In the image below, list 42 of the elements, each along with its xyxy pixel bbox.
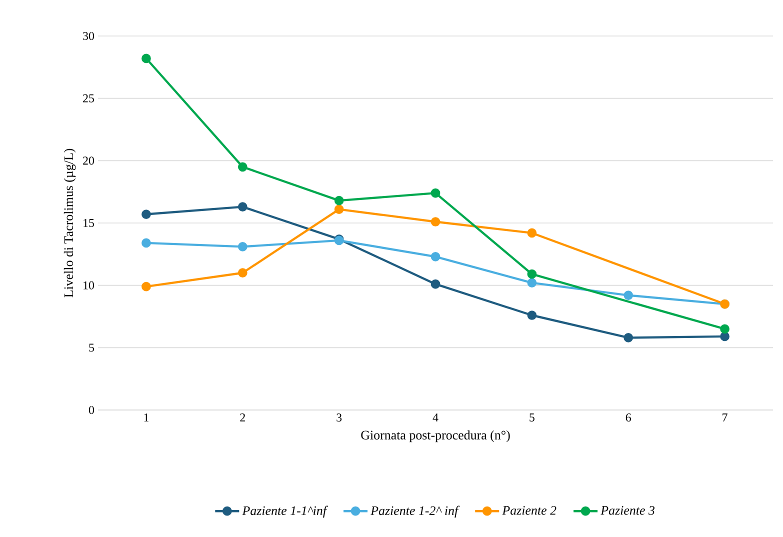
- point: [624, 333, 634, 342]
- point: [527, 228, 537, 238]
- legend-label: Paziente 1-2^ inf: [370, 506, 460, 518]
- legend-label: Paziente 3: [600, 506, 654, 515]
- point: [238, 202, 248, 212]
- point: [238, 162, 248, 172]
- point: [142, 54, 151, 64]
- y-tick-label: 10: [84, 281, 94, 290]
- point: [238, 242, 248, 252]
- y-axis-title: Livello di Tacrolimus (µg/L): [64, 148, 76, 298]
- point: [527, 310, 537, 320]
- y-tick-label: 5: [89, 344, 94, 352]
- x-tick-label: 2: [240, 414, 245, 422]
- y-tick-label: 0: [88, 406, 94, 414]
- x-tick-label: 6: [626, 414, 631, 422]
- point: [142, 210, 151, 219]
- x-tick-label: 5: [530, 414, 534, 422]
- point: [430, 252, 440, 262]
- point: [430, 217, 440, 226]
- point: [334, 196, 344, 206]
- x-tick-label: 4: [432, 414, 438, 422]
- x-tick-label: 3: [336, 414, 342, 422]
- y-tick-label: 15: [84, 218, 94, 227]
- point: [720, 332, 730, 342]
- y-tick-label: 30: [83, 32, 94, 40]
- point: [430, 279, 440, 289]
- point: [430, 188, 440, 198]
- point: [238, 268, 248, 278]
- point: [142, 282, 151, 292]
- x-tick-label: 1: [144, 414, 148, 422]
- legend-label: Paziente 2: [502, 506, 556, 515]
- x-axis-title: Giornata post-procedura (n°): [361, 430, 510, 442]
- y-tick-label: 25: [83, 94, 94, 102]
- legend-label: Paziente 1-1^inf: [242, 506, 328, 518]
- y-tick-label: 20: [83, 156, 94, 165]
- point: [142, 238, 151, 248]
- point: [624, 290, 634, 300]
- point: [334, 204, 344, 214]
- point: [720, 324, 730, 334]
- x-tick-label: 7: [722, 414, 728, 422]
- point: [527, 278, 537, 288]
- point: [527, 269, 537, 279]
